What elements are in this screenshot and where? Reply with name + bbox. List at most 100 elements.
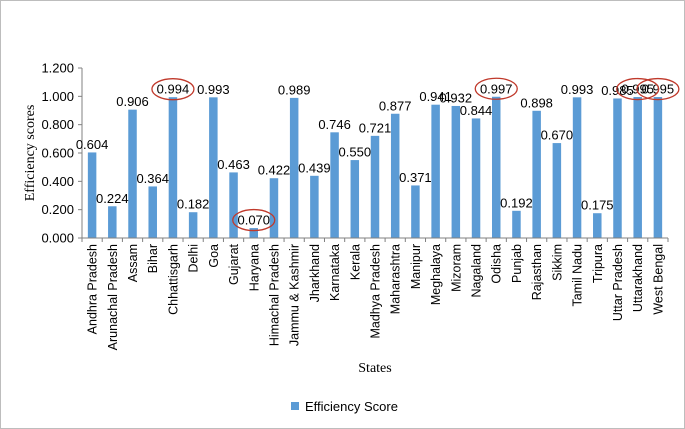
x-tick-label: Tripura	[591, 244, 605, 283]
bar	[370, 135, 380, 238]
legend-swatch	[291, 402, 299, 410]
data-label: 0.941	[419, 89, 452, 104]
bar	[471, 118, 481, 238]
data-label: 0.364	[136, 171, 169, 186]
highlight-ellipses	[151, 77, 680, 232]
data-label: 0.997	[480, 81, 513, 96]
x-tick-label: Punjab	[510, 244, 524, 283]
data-label: 0.995	[642, 82, 675, 97]
bar	[390, 113, 400, 238]
y-tick-label: 1.000	[41, 89, 74, 104]
bar	[168, 97, 178, 238]
bar	[552, 143, 562, 238]
x-tick-label: Maharashtra	[389, 244, 403, 314]
data-label: 0.932	[440, 90, 473, 105]
data-label: 0.993	[561, 82, 594, 97]
data-label: 0.989	[278, 82, 311, 97]
data-label: 0.070	[237, 213, 270, 228]
data-label: 0.994	[157, 82, 190, 97]
bars	[87, 96, 663, 239]
bar	[249, 228, 259, 238]
bar	[289, 97, 299, 239]
data-label: 0.898	[520, 95, 553, 110]
x-tick-label: Nagaland	[470, 244, 484, 298]
bar	[633, 97, 642, 239]
bar	[188, 212, 198, 238]
bar	[451, 105, 461, 238]
y-tick-label: 0.200	[41, 202, 74, 217]
y-tick-label: 0.000	[41, 231, 74, 246]
bar	[613, 98, 622, 238]
x-tick-label: Uttarakhand	[631, 244, 645, 312]
highlight-ellipse	[151, 78, 195, 101]
x-tick-label: Haryana	[247, 244, 261, 291]
highlight-ellipse	[474, 77, 518, 100]
bar	[229, 172, 238, 238]
x-tick-label: Arunachal Pradesh	[106, 244, 120, 350]
x-tick-label: Jharkhand	[308, 244, 322, 302]
data-label: 0.550	[339, 145, 372, 160]
x-tick-label: Uttar Pradesh	[611, 244, 625, 321]
x-tick-label: Madhya Pradesh	[369, 244, 383, 339]
data-label: 0.463	[217, 157, 250, 172]
bar	[350, 160, 360, 238]
highlight-ellipse	[636, 77, 680, 101]
y-tick-label: 0.600	[41, 146, 74, 161]
bar	[653, 97, 663, 239]
x-tick-label: West Bengal	[651, 244, 665, 315]
data-label: 0.604	[76, 137, 109, 152]
legend: Efficiency Score	[291, 399, 398, 414]
x-tick-label: Manipur	[409, 244, 423, 289]
y-axis-title: Efficiency scores	[23, 105, 38, 202]
x-tick-label: Jammu & Kashmir	[288, 244, 302, 346]
bar	[532, 110, 541, 238]
x-tick-label: Himachal Pradesh	[267, 244, 281, 346]
bar	[491, 96, 501, 238]
y-tick-label: 0.800	[41, 117, 74, 132]
data-label: 0.439	[298, 160, 331, 175]
data-label: 0.175	[581, 198, 614, 213]
x-tick-label: Mizoram	[449, 244, 463, 292]
bar	[593, 213, 602, 238]
bar	[572, 97, 582, 238]
x-tick-label: Chhattisgarh	[166, 244, 180, 315]
x-axis-title: States	[358, 361, 391, 376]
data-label: 0.422	[258, 163, 291, 178]
x-tick-label: Bihar	[146, 244, 160, 273]
x-tick-label: Assam	[126, 244, 140, 282]
x-tick-label: Gujarat	[227, 243, 241, 285]
data-label: 0.906	[116, 94, 149, 109]
x-tick-label: Odisha	[490, 244, 504, 284]
bar	[269, 178, 279, 238]
x-tick-label: Kerala	[348, 244, 362, 280]
highlight-ellipse	[616, 77, 660, 101]
bar	[411, 185, 420, 238]
data-label: 0.746	[318, 117, 351, 132]
data-labels: 0.604 0.224 0.906 0.364 0.994 0.182 0.993 0.463…	[76, 81, 674, 227]
data-label: 0.721	[359, 120, 392, 135]
x-tick-label: Delhi	[187, 244, 201, 273]
x-tick-label: Sikkim	[550, 244, 564, 281]
bar	[431, 104, 440, 238]
x-tick-label: Karnataka	[328, 244, 342, 301]
bar	[148, 186, 157, 238]
y-tick-label: 0.400	[41, 174, 74, 189]
data-label: 0.224	[96, 191, 129, 206]
x-tick-label: Meghalaya	[429, 244, 443, 305]
data-label: 0.995	[621, 82, 654, 97]
highlight-ellipse	[232, 208, 276, 232]
bar	[108, 206, 117, 238]
bar	[512, 210, 521, 238]
y-tick-label: 1.200	[41, 61, 74, 76]
data-label: 0.844	[460, 103, 493, 118]
x-tick-label: Andhra Pradesh	[86, 244, 100, 334]
bar	[128, 109, 137, 239]
x-tick-label: Rajasthan	[530, 244, 544, 300]
x-axis: Andhra Pradesh Arunachal Pradesh Assam Biha…	[81, 237, 669, 350]
bar	[87, 152, 97, 238]
bar	[310, 175, 319, 238]
data-label: 0.371	[399, 170, 432, 185]
data-label: 0.993	[197, 82, 230, 97]
bar	[330, 132, 339, 238]
